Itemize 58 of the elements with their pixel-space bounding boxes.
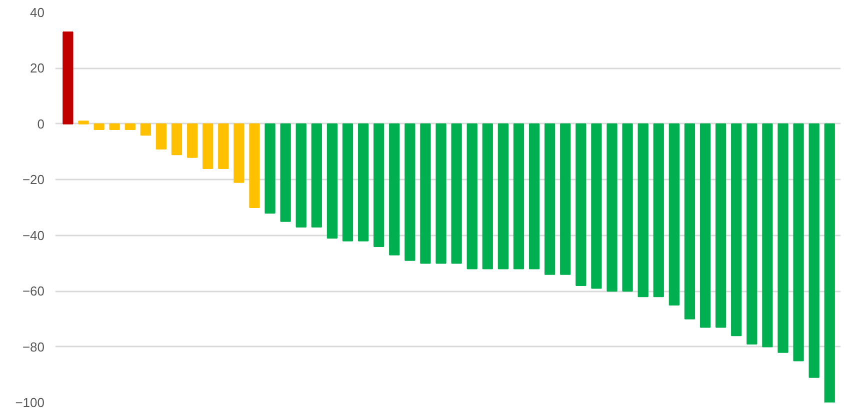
bar	[544, 123, 556, 275]
y-tick-label: 20	[30, 60, 45, 76]
bar	[808, 123, 820, 378]
bar	[374, 123, 384, 247]
y-tick-label: −80	[22, 339, 45, 354]
bar	[528, 123, 540, 270]
bar	[62, 32, 74, 124]
bar	[513, 123, 524, 270]
bar	[638, 123, 648, 298]
bar	[358, 123, 369, 242]
bar	[622, 123, 633, 292]
bar	[296, 123, 306, 228]
y-tick-label: −20	[22, 172, 45, 188]
bar	[140, 123, 151, 136]
bar	[451, 123, 462, 264]
bar	[186, 123, 198, 158]
bar	[326, 123, 338, 239]
bar	[389, 123, 400, 256]
bar	[731, 123, 742, 336]
bar	[94, 123, 104, 130]
bar	[342, 123, 354, 242]
bar	[668, 123, 680, 306]
bar	[762, 123, 773, 348]
bar	[264, 123, 276, 214]
bar	[653, 123, 664, 298]
bar	[591, 123, 602, 289]
bar	[234, 123, 244, 183]
y-tick-label: 0	[37, 116, 45, 132]
bar	[498, 123, 508, 270]
bar	[124, 123, 136, 130]
y-tick-label: −60	[22, 284, 45, 299]
y-tick-label: −40	[22, 228, 45, 243]
bar	[482, 123, 493, 270]
bar	[576, 123, 586, 286]
bar	[420, 123, 431, 264]
bar	[202, 123, 214, 169]
bar	[684, 123, 696, 320]
bar	[746, 123, 758, 344]
bar	[715, 123, 726, 328]
bar	[404, 123, 416, 261]
bar	[560, 123, 571, 275]
bar	[824, 123, 835, 402]
bar	[156, 123, 167, 150]
y-tick-label: 40	[30, 5, 45, 20]
bar	[700, 123, 711, 328]
bar	[311, 123, 322, 228]
bar	[78, 120, 89, 124]
bar	[109, 123, 120, 130]
bar	[218, 123, 229, 169]
bar	[280, 123, 291, 222]
bar	[466, 123, 478, 270]
bar	[606, 123, 618, 292]
bar	[793, 123, 804, 362]
bar	[778, 123, 788, 353]
y-tick-label: −100	[15, 395, 45, 410]
bar	[171, 123, 182, 156]
bar	[436, 123, 446, 264]
bar	[249, 123, 260, 208]
